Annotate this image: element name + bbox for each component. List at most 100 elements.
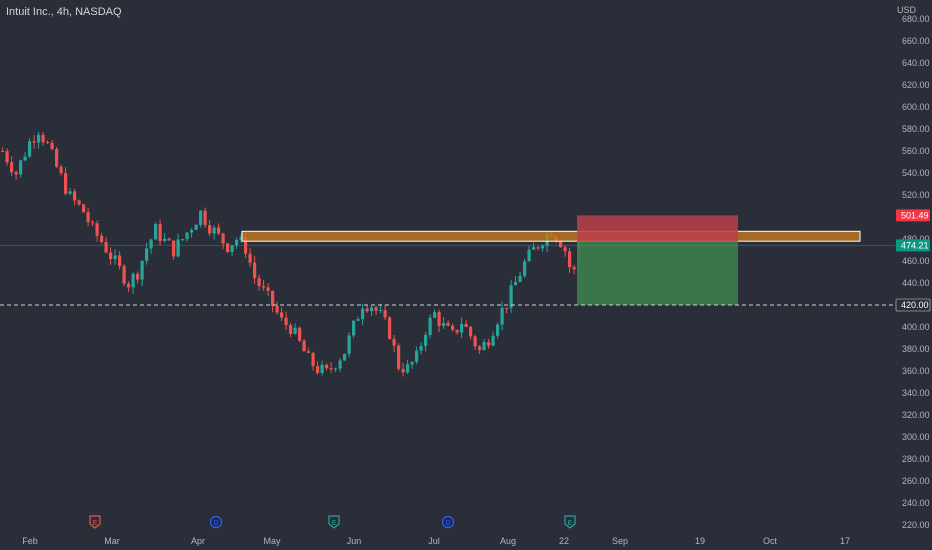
candle [541,244,545,252]
candle-body [572,267,576,270]
candle [203,207,207,228]
candle [460,317,464,338]
candle-body [383,310,387,318]
candle-body [95,223,99,236]
candle [68,188,72,196]
candle-body [262,285,266,288]
y-tick-label: 220.00 [902,520,930,530]
candle-body [487,342,491,346]
earnings-marker[interactable]: E [328,515,340,529]
candle [77,199,81,206]
candle-body [172,240,176,257]
x-tick-label: Sep [612,536,628,546]
candle [239,233,243,243]
x-tick-label: Jul [428,536,440,546]
candle-body [149,239,153,249]
candle [325,363,329,371]
candle [127,281,131,292]
y-axis: 680.00 660.00 640.00 620.00 600.00 580.00 560.… [902,14,930,530]
candle [257,274,261,291]
candle [523,258,527,279]
candle-body [437,312,441,326]
candle [140,260,144,287]
candle-body [154,224,158,240]
candle [113,249,117,265]
candle-body [190,229,194,233]
y-tick-label: 580.00 [902,124,930,134]
candle [509,279,513,313]
x-tick-label: Apr [191,536,205,546]
candle-body [235,239,239,246]
candle [109,247,113,265]
candle [280,307,284,321]
candle [95,220,99,242]
candle [23,152,27,162]
candle [100,232,104,244]
candle [190,227,194,238]
earnings-marker[interactable]: E [89,515,101,529]
candle [505,307,509,314]
y-tick-label: 460.00 [902,256,930,266]
candle-body [392,338,396,346]
candle [352,320,356,339]
dividend-marker[interactable]: D [441,515,455,529]
candle-body [68,191,72,194]
candle-body [419,346,423,351]
candle-body [527,249,531,262]
candle-body [500,307,504,325]
price-badge-label: 420.00 [901,300,929,310]
candle-body [347,335,351,354]
candle-body [320,364,324,373]
candle [293,323,297,335]
candle [217,223,221,236]
candle [334,367,338,373]
dividend-marker[interactable]: D [209,515,223,529]
candle [415,346,419,365]
earnings-marker[interactable]: E [564,515,576,529]
x-tick-label: Mar [104,536,120,546]
candle-body [329,368,333,370]
candle-body [352,320,356,336]
y-tick-label: 320.00 [902,410,930,420]
candle-body [230,245,234,253]
candle [10,156,14,177]
candle [131,272,135,294]
candle [365,304,369,313]
candle [572,264,576,275]
candle-body [158,224,162,242]
candle [253,256,257,284]
candle [347,332,351,358]
candle-body [208,225,212,234]
candle-body [455,329,459,333]
candle-body [334,368,338,370]
candle [158,219,162,246]
y-tick-label: 380.00 [902,344,930,354]
candle [442,316,446,329]
candle-body [257,278,261,286]
candle [262,279,266,291]
candle [419,342,423,355]
candle [86,207,90,227]
candle-body [401,368,405,373]
candle-body [136,273,140,280]
candle [149,238,153,254]
candle [64,167,68,196]
y-tick-label: 660.00 [902,36,930,46]
candle [478,345,482,355]
candle-body [248,253,252,263]
candle [163,232,167,243]
event-letter: E [568,520,573,527]
candle-body [221,233,225,244]
candle-body [451,325,455,330]
candle-body [266,287,270,291]
earnings-icon [89,515,101,529]
candle [298,326,302,343]
candle-body [532,247,536,250]
candle [50,139,54,151]
candle-body [307,351,311,353]
candle-body [203,210,207,226]
candle [91,220,95,227]
candle [284,311,288,330]
candle [451,323,455,332]
